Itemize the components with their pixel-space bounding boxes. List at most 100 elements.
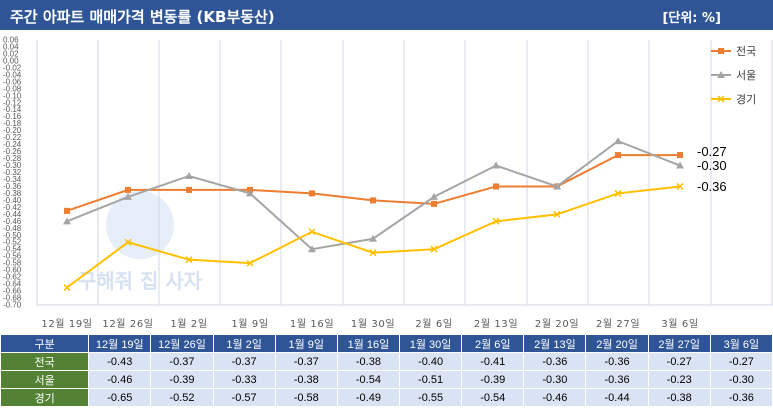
data-point [63,217,71,225]
x-tick-label: 2월 20일 [535,318,579,330]
table-cell: -0.43 [88,352,152,371]
table-cell: -0.37 [274,352,338,371]
chart-header: 주간 아파트 매매가격 변동률 (KB부동산) [단위: %] [0,0,773,30]
end-value-label: -0.27 [697,144,727,159]
table-cell: -0.38 [274,370,338,389]
table-cell: -0.37 [212,352,276,371]
y-tick-label: -0.18 [3,119,22,128]
legend-marker [717,71,725,78]
data-point [430,192,438,200]
x-tick-label: 12월 26일 [102,318,153,330]
table-cell: -0.65 [88,388,152,407]
legend-marker [718,48,724,54]
y-tick-label: -0.32 [3,168,22,177]
table-cell: -0.40 [398,352,463,371]
y-tick-label: -0.02 [3,63,22,72]
x-tick-label: 1월 2일 [170,318,207,330]
data-point [492,217,500,225]
table-cell: -0.52 [150,388,214,407]
y-tick-label: -0.50 [3,231,22,240]
table-row: 경기 -0.65 -0.52 -0.57 -0.58 -0.49 -0.55 -0.54 -0.… [0,388,773,407]
data-point [677,152,683,159]
data-point [185,256,193,264]
table-cell: -0.55 [398,388,463,407]
y-tick-label: -0.52 [3,238,22,247]
data-point [308,245,316,253]
table-column-header: 1월 9일 [274,334,338,353]
table-cell: -0.36 [523,352,587,371]
data-point [553,210,561,218]
y-tick-label: -0.70 [3,301,22,310]
y-tick-label: -0.20 [3,126,22,135]
data-point [676,182,684,190]
y-tick-label: -0.16 [3,112,22,121]
legend-label: 경기 [736,93,756,106]
table-cell: -0.58 [274,388,338,407]
table-cell: -0.39 [150,370,214,389]
legend-marker [717,95,725,103]
y-tick-label: -0.38 [3,189,22,198]
line-chart: 구해줘 집 사자0.060.040.020.00-0.02-0.04-0.06-… [3,36,773,330]
y-tick-label: -0.64 [3,280,22,289]
data-point [369,234,377,242]
row-label: 서울 [0,370,90,389]
row-label: 전국 [0,352,90,371]
table-header-row: 구분 12월 19일 12월 26일 1월 2일 1월 9일 1월 16일 1월 30일 2월… [0,334,773,353]
data-point [125,186,131,193]
data-point [431,200,437,207]
table-cell: -0.30 [709,370,773,389]
x-tick-label: 3월 6일 [661,318,698,330]
y-tick-label: -0.34 [3,175,22,184]
table-cell: -0.39 [461,370,525,389]
table-cell: -0.36 [709,388,773,407]
table-column-header: 2월 6일 [461,334,525,353]
y-tick-label: 0.02 [3,49,19,58]
table-column-header: 3월 6일 [709,334,773,353]
data-point [124,192,132,200]
data-point [185,171,193,179]
x-tick-label: 1월 16일 [290,318,334,330]
y-tick-label: 0.04 [3,42,19,51]
x-tick-label: 1월 9일 [231,318,268,330]
table-cell: -0.46 [88,370,152,389]
y-tick-label: -0.48 [3,224,22,233]
data-point [553,182,561,190]
x-tick-label: 2월 6일 [415,318,452,330]
table-column-header: 2월 13일 [523,334,587,353]
y-tick-label: -0.62 [3,273,22,282]
table-cell: -0.27 [647,352,711,371]
x-tick-label: 12월 19일 [41,318,92,330]
table-cell: -0.41 [461,352,525,371]
x-tick-label: 2월 27일 [596,318,640,330]
y-tick-label: -0.58 [3,259,22,268]
data-point [246,189,254,197]
y-tick-label: -0.14 [3,105,22,114]
watermark: 구해줘 집 사자 [78,191,203,293]
unit-label: [단위: %] [662,11,721,26]
table-cell: -0.38 [647,388,711,407]
data-point [614,137,622,145]
y-tick-label: -0.56 [3,252,22,261]
row-label: 경기 [0,388,90,407]
data-point [493,183,499,190]
table-cell: -0.44 [585,388,649,407]
data-point [492,161,500,169]
y-tick-label: -0.10 [3,91,22,100]
table-cell: -0.36 [585,352,649,371]
y-tick-label: -0.22 [3,133,22,142]
legend-label: 전국 [736,45,756,58]
y-tick-label: -0.24 [3,140,22,149]
data-point [246,259,254,267]
y-tick-label: -0.26 [3,147,22,156]
x-tick-label: 1월 30일 [351,318,395,330]
table-cell: -0.30 [523,370,587,389]
x-tick-label: 2월 13일 [474,318,518,330]
data-point [309,190,315,197]
data-point [64,207,70,214]
table-column-header: 1월 2일 [212,334,276,353]
table-column-header: 12월 19일 [88,334,152,353]
y-tick-label: -0.54 [3,245,22,254]
y-tick-label: 0.06 [3,36,19,45]
end-value-label: -0.36 [697,179,727,194]
y-tick-label: -0.30 [3,161,22,170]
